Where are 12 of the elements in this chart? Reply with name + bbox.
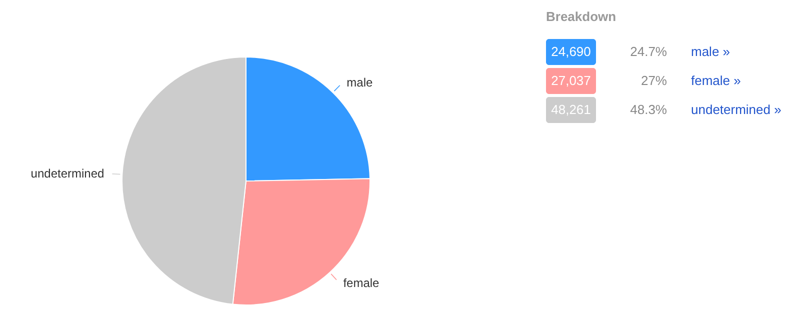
text: 27%: [640, 73, 668, 88]
text: undetermined »: [691, 102, 782, 117]
slice-label: male: [346, 76, 373, 90]
slice-label: undetermined: [30, 166, 104, 181]
text: 48.3%: [630, 102, 668, 117]
text: Breakdown: [546, 9, 616, 24]
text: 27,037: [551, 73, 591, 88]
text: 24.7%: [630, 44, 668, 59]
slice-label: female: [343, 276, 380, 290]
text: male »: [691, 44, 730, 59]
text: female »: [691, 73, 741, 88]
text: 24,690: [551, 44, 591, 59]
